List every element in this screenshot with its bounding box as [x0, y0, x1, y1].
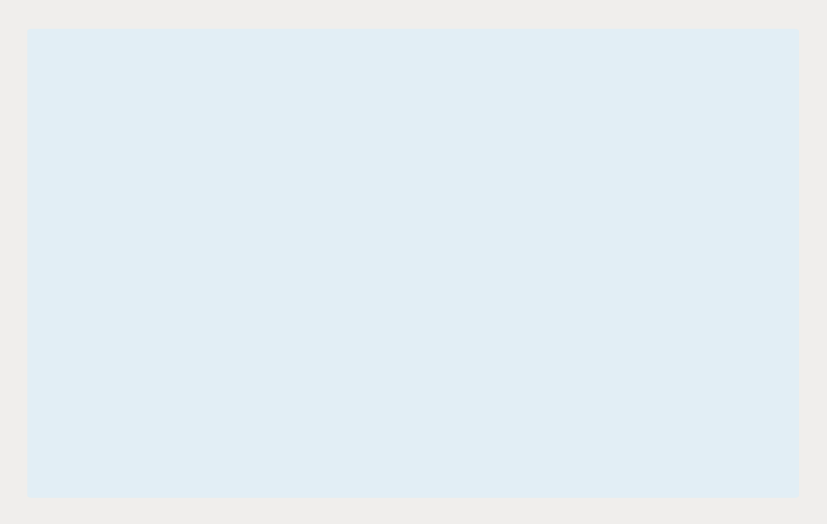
Text: 1: 1 [95, 239, 110, 264]
Text: 4: 4 [95, 425, 110, 450]
Text: How many diodes conduct in the Full-Wave Bridge
Rectifier with filter, while the: How many diodes conduct in the Full-Wave… [45, 63, 619, 150]
Text: 2: 2 [95, 363, 110, 387]
Text: 3: 3 [95, 302, 110, 326]
